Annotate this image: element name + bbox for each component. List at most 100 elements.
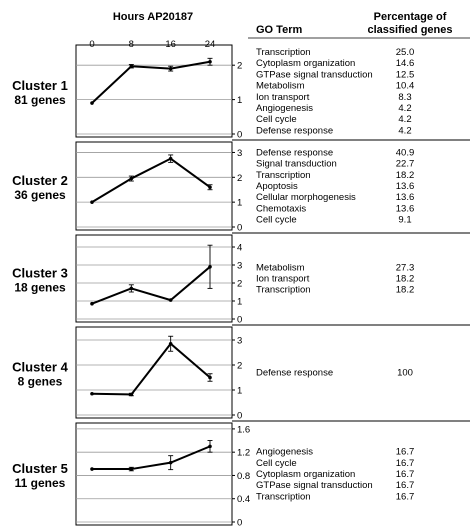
go-term-percentage: 8.3 bbox=[398, 92, 411, 103]
data-point bbox=[208, 59, 212, 64]
y-tick-label: 1 bbox=[237, 297, 242, 308]
cluster-name: Cluster 3 bbox=[12, 266, 68, 281]
go-term-percentage: 16.7 bbox=[396, 480, 415, 491]
cluster-panel: 0 0.4 0.8 1.2 1.6 Cluster 511 genes Angiogenes… bbox=[12, 422, 415, 529]
go-term-percentage: 12.5 bbox=[396, 69, 415, 80]
go-term-label: Cellular morphogenesis bbox=[256, 192, 356, 203]
cluster-name: Cluster 4 bbox=[12, 360, 68, 375]
go-term-label: Chemotaxis bbox=[256, 203, 306, 214]
data-point bbox=[129, 286, 134, 291]
data-point bbox=[90, 467, 94, 471]
pct-header-line1: Percentage of bbox=[374, 11, 447, 23]
y-tick-label: 1.2 bbox=[237, 448, 250, 459]
data-point bbox=[90, 301, 94, 306]
go-term-header: GO Term bbox=[256, 24, 302, 36]
go-term-percentage: 4.2 bbox=[398, 103, 411, 114]
y-tick-label: 0 bbox=[237, 130, 242, 141]
data-point bbox=[129, 64, 134, 69]
go-term-percentage: 4.2 bbox=[398, 114, 411, 125]
go-term-label: Transcription bbox=[256, 491, 311, 502]
go-term-percentage: 10.4 bbox=[396, 81, 415, 92]
y-tick-label: 3 bbox=[237, 336, 242, 347]
go-term-label: Angiogenesis bbox=[256, 447, 313, 458]
go-term-label: GTPase signal transduction bbox=[256, 480, 373, 491]
data-point bbox=[90, 101, 94, 105]
go-term-label: Transcription bbox=[256, 47, 311, 58]
go-term-percentage: 40.9 bbox=[396, 147, 415, 158]
pct-header-line2: classified genes bbox=[368, 24, 453, 36]
cluster-name: Cluster 2 bbox=[12, 173, 68, 188]
series-line bbox=[91, 342, 211, 396]
go-term-label: Cell cycle bbox=[256, 215, 297, 226]
panel-frame bbox=[75, 422, 233, 526]
go-term-label: Cell cycle bbox=[256, 458, 297, 469]
y-tick-label: 0 bbox=[237, 223, 242, 234]
cluster-gene-count: 18 genes bbox=[14, 281, 66, 295]
data-point bbox=[208, 185, 212, 190]
go-term-percentage: 14.6 bbox=[396, 58, 415, 69]
go-term-percentage: 13.6 bbox=[396, 181, 415, 192]
data-point bbox=[168, 66, 173, 71]
go-term-percentage: 18.2 bbox=[396, 274, 415, 285]
y-tick-label: 2 bbox=[237, 61, 242, 72]
go-term-label: Transcription bbox=[256, 170, 311, 181]
cluster-gene-count: 11 genes bbox=[15, 476, 66, 490]
series-line bbox=[91, 60, 211, 104]
cluster-gene-count: 36 genes bbox=[14, 188, 66, 202]
go-term-percentage: 4.2 bbox=[398, 125, 411, 136]
y-tick-label: 0 bbox=[237, 518, 242, 529]
cluster-name: Cluster 5 bbox=[12, 461, 68, 476]
data-point bbox=[208, 444, 212, 449]
data-point bbox=[129, 176, 134, 181]
data-point bbox=[129, 392, 134, 397]
data-point bbox=[168, 341, 173, 346]
go-term-percentage: 18.2 bbox=[396, 285, 415, 296]
cluster-panels: 0 1 2 Cluster 181 genes Transcription 25.0 Cyt… bbox=[12, 37, 470, 529]
series-line bbox=[91, 266, 211, 305]
data-point bbox=[208, 265, 212, 269]
go-term-percentage: 9.1 bbox=[398, 215, 411, 226]
data-point bbox=[208, 375, 212, 380]
go-term-label: Cytoplasm organization bbox=[256, 58, 355, 69]
go-term-label: Transcription bbox=[256, 285, 311, 296]
data-point bbox=[129, 467, 134, 471]
go-term-label: Signal transduction bbox=[256, 159, 337, 170]
cluster-name: Cluster 1 bbox=[12, 78, 68, 93]
y-tick-label: 2 bbox=[237, 361, 242, 372]
y-tick-label: 1 bbox=[237, 386, 242, 397]
cluster-panel: 0 1 2 3 4 Cluster 318 genes Metabolism 27.3 Ion … bbox=[12, 234, 470, 326]
series-line bbox=[91, 157, 211, 204]
go-term-percentage: 27.3 bbox=[396, 262, 415, 273]
y-tick-label: 0 bbox=[237, 315, 242, 326]
go-term-label: Defense response bbox=[256, 368, 333, 379]
cluster-panel: 0 1 2 Cluster 181 genes Transcription 25.0 Cyt… bbox=[12, 44, 470, 141]
cluster-gene-count: 8 genes bbox=[18, 375, 63, 389]
go-term-label: Cell cycle bbox=[256, 114, 297, 125]
go-term-percentage: 16.7 bbox=[396, 469, 415, 480]
go-term-percentage: 16.7 bbox=[396, 491, 415, 502]
panel-frame bbox=[75, 141, 233, 231]
cluster-panel: 0 1 2 3 Cluster 236 genes Defense response 40.… bbox=[12, 141, 470, 234]
series-line bbox=[92, 445, 211, 471]
cluster-gene-count: 81 genes bbox=[14, 93, 66, 107]
y-tick-label: 1 bbox=[237, 95, 242, 106]
go-term-percentage: 25.0 bbox=[396, 47, 415, 58]
y-tick-label: 2 bbox=[237, 279, 242, 290]
cluster-panel: 0 1 2 3 Cluster 48 genes Defense response 100 bbox=[12, 326, 470, 422]
data-point bbox=[168, 156, 173, 161]
panel-frame bbox=[75, 234, 233, 323]
y-tick-label: 4 bbox=[237, 243, 242, 254]
go-term-percentage: 18.2 bbox=[396, 170, 415, 181]
y-tick-label: 0.4 bbox=[237, 494, 250, 505]
y-tick-label: 0.8 bbox=[237, 471, 250, 482]
go-term-label: Defense response bbox=[256, 147, 333, 158]
y-tick-label: 0 bbox=[237, 411, 242, 422]
go-term-percentage: 16.7 bbox=[396, 458, 415, 469]
y-tick-label: 3 bbox=[237, 261, 242, 272]
y-tick-label: 1.6 bbox=[237, 424, 250, 435]
go-term-label: Metabolism bbox=[256, 262, 305, 273]
go-term-label: Cytoplasm organization bbox=[256, 469, 355, 480]
go-term-percentage: 22.7 bbox=[396, 159, 415, 170]
go-term-label: Angiogenesis bbox=[256, 103, 313, 114]
go-term-label: Ion transport bbox=[256, 274, 310, 285]
